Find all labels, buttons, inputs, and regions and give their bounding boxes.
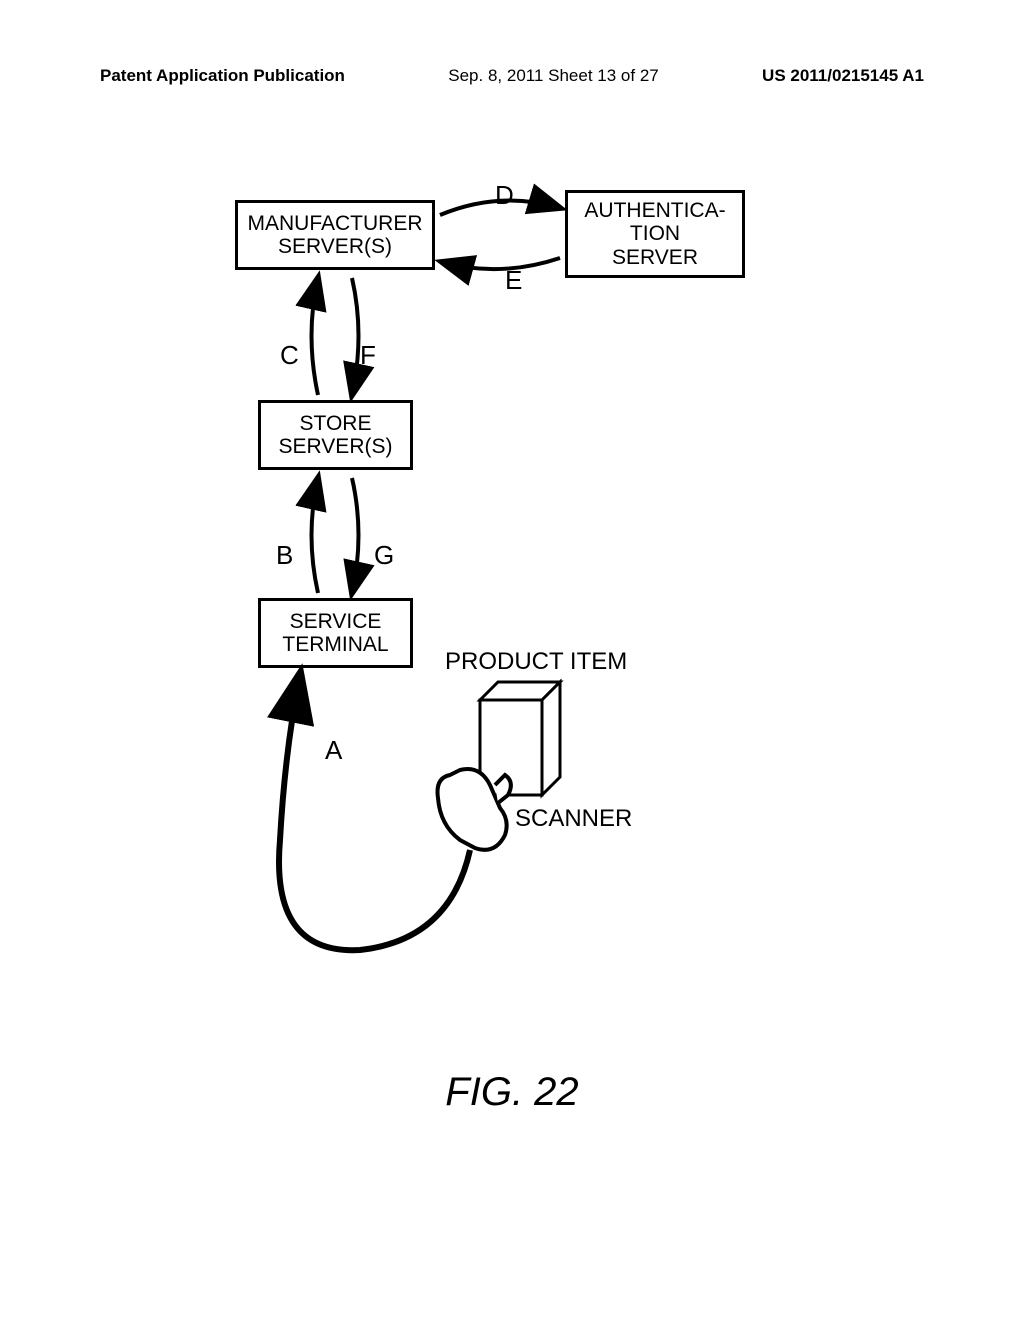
edge-label-e: E (505, 265, 522, 296)
header-left: Patent Application Publication (100, 66, 345, 86)
manufacturer-server-box: MANUFACTURER SERVER(S) (235, 200, 435, 270)
edge-label-d: D (495, 180, 514, 211)
arrow-g (352, 478, 359, 593)
box-line: STORE (300, 412, 372, 435)
authentication-server-box: AUTHENTICA- TION SERVER (565, 190, 745, 278)
arrow-f (352, 278, 359, 395)
diagram-svg (0, 170, 1024, 1070)
arrow-e (442, 258, 560, 269)
product-item-label: PRODUCT ITEM (445, 648, 627, 676)
scanner-cable (279, 675, 470, 950)
scanner-label: SCANNER (515, 805, 632, 833)
edge-label-f: F (360, 340, 376, 371)
box-line: TERMINAL (282, 633, 388, 656)
edge-label-c: C (280, 340, 299, 371)
header-right: US 2011/0215145 A1 (762, 66, 924, 86)
figure-caption: FIG. 22 (0, 1070, 1024, 1115)
arrow-b (312, 478, 319, 593)
edge-label-a: A (325, 735, 342, 766)
store-server-box: STORE SERVER(S) (258, 400, 413, 470)
box-line: SERVICE (290, 610, 382, 633)
edge-label-g: G (374, 540, 394, 571)
box-line: SERVER (612, 246, 698, 269)
box-line: SERVER(S) (278, 235, 392, 258)
box-line: MANUFACTURER (247, 212, 422, 235)
box-line: TION (630, 222, 680, 245)
edge-label-b: B (276, 540, 293, 571)
product-item-box (480, 682, 560, 795)
box-line: SERVER(S) (279, 435, 393, 458)
box-line: AUTHENTICA- (584, 199, 725, 222)
service-terminal-box: SERVICE TERMINAL (258, 598, 413, 668)
arrow-c (312, 278, 319, 395)
scanner-icon (438, 769, 507, 850)
diagram-area: MANUFACTURER SERVER(S) AUTHENTICA- TION … (0, 170, 1024, 1070)
header-center: Sep. 8, 2011 Sheet 13 of 27 (448, 66, 658, 86)
scanner-notch (495, 775, 511, 803)
page-header: Patent Application Publication Sep. 8, 2… (0, 66, 1024, 86)
